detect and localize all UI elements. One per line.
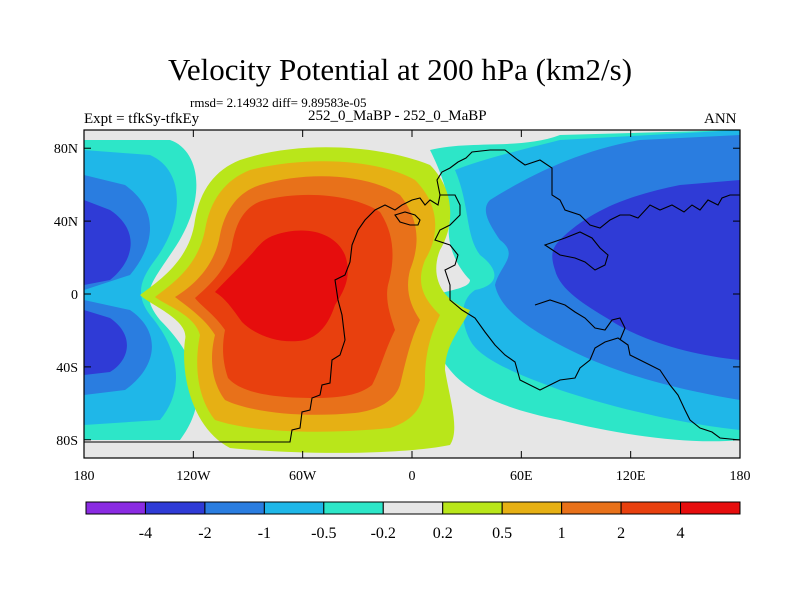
y-tick-label: 40N: [54, 215, 78, 230]
season-label: ANN: [704, 111, 737, 127]
colorbar-label: 4: [677, 525, 685, 542]
colorbar-box: [204, 501, 265, 515]
x-axis: 180 120W 60W 0 60E 120E 180: [74, 130, 751, 484]
pos-lobe-level-4: [215, 230, 348, 342]
cases-label: 252_0_MaBP - 252_0_MaBP: [308, 108, 487, 124]
colorbar-box: [144, 501, 206, 515]
colorbar-label: -0.2: [371, 525, 396, 542]
contour-fill: [84, 130, 740, 458]
colorbar-box: [382, 501, 444, 515]
x-tick-label: 60E: [510, 469, 533, 484]
x-tick-label: 60W: [289, 469, 317, 484]
colorbar-label: -4: [139, 525, 152, 542]
stats-text: rmsd= 2.14932 diff= 9.89583e-05: [190, 95, 367, 110]
colorbar-label: -0.5: [311, 525, 336, 542]
colorbar-box: [442, 501, 503, 515]
x-tick-label: 0: [409, 469, 416, 484]
colorbar-label: 2: [617, 525, 625, 542]
coastlines: [84, 149, 740, 443]
colorbar-boxes: [85, 501, 741, 515]
experiment-label: Expt = tfkSy-tfkEy: [84, 111, 200, 127]
colorbar-label: 1: [558, 525, 566, 542]
colorbar-label: 0.2: [433, 525, 453, 542]
colorbar-label: 0.5: [492, 525, 512, 542]
y-tick-label: 80N: [54, 142, 78, 157]
colorbar-label: -1: [258, 525, 271, 542]
y-tick-label: 0: [71, 288, 78, 303]
colorbar-box: [263, 501, 325, 515]
colorbar-labels: -4 -2 -1 -0.5 -0.2 0.2 0.5 1 2 4: [139, 525, 685, 542]
colorbar-label: -2: [198, 525, 211, 542]
x-tick-label: 180: [730, 469, 751, 484]
chart-title: Velocity Potential at 200 hPa (km2/s): [167, 52, 633, 87]
colorbar-box: [85, 501, 146, 515]
y-axis: 80N 40N 0 40S 80S: [54, 142, 740, 449]
neg-lobe-east-level-2: [552, 180, 740, 360]
colorbar-box: [680, 501, 741, 515]
y-tick-label: 40S: [56, 361, 78, 376]
colorbar-box: [501, 501, 563, 515]
neg-lobe-west-level-2: [84, 200, 131, 375]
x-tick-label: 120E: [616, 469, 646, 484]
x-tick-label: 180: [74, 469, 95, 484]
colorbar-box: [561, 501, 622, 515]
x-tick-label: 120W: [176, 469, 211, 484]
colorbar-box: [323, 501, 384, 515]
colorbar-box: [620, 501, 682, 515]
y-tick-label: 80S: [56, 434, 78, 449]
